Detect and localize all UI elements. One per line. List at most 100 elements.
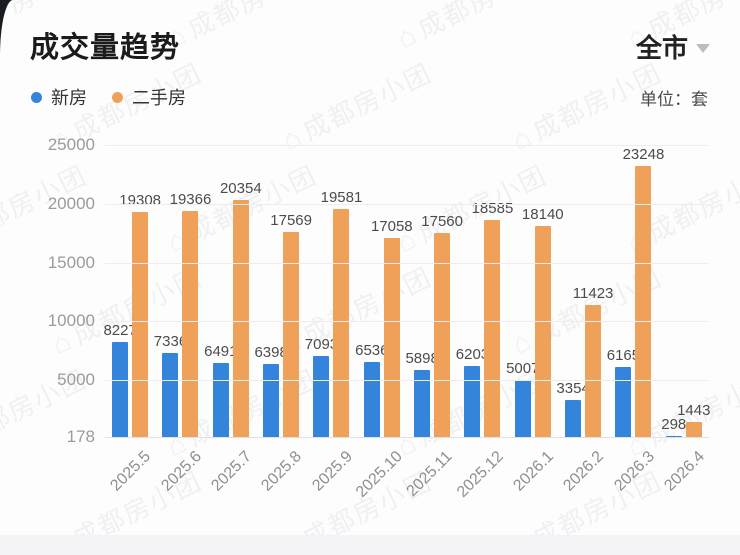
watermark-text: 成都房小团 bbox=[413, 0, 552, 44]
bar-value-label: 8227 bbox=[103, 322, 137, 340]
brand-watermark: ⌂成都房小团 bbox=[735, 257, 740, 362]
house-icon: ⌂ bbox=[391, 17, 423, 55]
bar-新房-2025.11[interactable]: 5898 bbox=[405, 350, 439, 437]
bar-新房-2025.8[interactable]: 6398 bbox=[254, 344, 288, 437]
bar-二手房-2025.12[interactable]: 18585 bbox=[472, 200, 513, 437]
legend-item-label: 二手房 bbox=[132, 88, 186, 108]
bar-二手房-2026.1[interactable]: 18140 bbox=[522, 206, 564, 437]
page-title: 成交量趋势 bbox=[30, 32, 181, 64]
bar-value-label: 17560 bbox=[421, 212, 463, 230]
brand-watermark: ⌂成都房小团 bbox=[735, 53, 740, 158]
bar-二手房-2025.9[interactable]: 19581 bbox=[321, 189, 362, 437]
x-axis-tick-label: 2026.2 bbox=[560, 448, 608, 495]
bar-value-label: 5007 bbox=[506, 360, 540, 378]
x-axis-line bbox=[105, 437, 709, 438]
bar-value-label: 17058 bbox=[370, 218, 413, 236]
bar-value-label: 6203 bbox=[455, 346, 490, 364]
bar-新房-2026.2[interactable]: 3354 bbox=[556, 380, 590, 437]
bar-新房-2025.10[interactable]: 6536 bbox=[355, 342, 388, 437]
bar-value-label: 11423 bbox=[572, 284, 614, 302]
chevron-down-icon bbox=[696, 44, 710, 53]
bar-value-label: 19581 bbox=[320, 188, 363, 206]
x-axis-tick-label: 2025.7 bbox=[208, 448, 255, 495]
y-axis-tick-label: 25000 bbox=[47, 135, 95, 154]
bar-group-2025.10: 6536 17058 2025.10 bbox=[353, 145, 413, 500]
bar-group-2026.3: 6165 23248 2026.3 bbox=[607, 145, 665, 495]
bar-value-label: 1443 bbox=[677, 402, 711, 420]
bar-二手房-2025.7[interactable]: 20354 bbox=[220, 180, 262, 437]
bar-新房-2026.1[interactable]: 5007 bbox=[506, 360, 539, 437]
bar-二手房-2026.2[interactable]: 11423 bbox=[573, 285, 613, 437]
bottom-strip bbox=[0, 535, 740, 555]
bar-新房-2026.4[interactable]: 298 bbox=[661, 416, 686, 437]
x-axis-tick-label: 2026.4 bbox=[661, 448, 708, 495]
screen-corner-artifact bbox=[0, 0, 13, 56]
bar-group-2025.11: 5898 17560 2025.11 bbox=[404, 145, 463, 501]
unit-label: 单位：套 bbox=[640, 90, 708, 109]
bar-value-label: 23248 bbox=[622, 145, 665, 163]
y-axis-tick-label: 15000 bbox=[47, 252, 95, 272]
bar-二手房-2026.3[interactable]: 23248 bbox=[623, 146, 664, 437]
y-axis-tick-label: 20000 bbox=[47, 193, 95, 213]
region-selector-dropdown[interactable]: 全市 bbox=[636, 28, 710, 65]
bar-value-label: 6491 bbox=[204, 342, 238, 360]
bar-value-label: 5898 bbox=[405, 349, 439, 367]
bar-二手房-2025.10[interactable]: 17058 bbox=[371, 218, 413, 437]
bar-groups: 8227 19308 2025.5 7336 19366 2025.6 6491 20354 2… bbox=[103, 145, 710, 501]
x-axis-tick-label: 2025.9 bbox=[308, 448, 356, 495]
bar-二手房-2025.8[interactable]: 17569 bbox=[270, 212, 312, 437]
legend-item-label: 新房 bbox=[51, 88, 87, 108]
bar-group-2025.5: 8227 19308 2025.5 bbox=[103, 145, 161, 495]
x-axis-tick-label: 2026.1 bbox=[510, 448, 557, 495]
bar-value-label: 6536 bbox=[355, 342, 389, 360]
x-axis-tick-label: 2026.3 bbox=[610, 448, 658, 495]
bar-value-label: 17569 bbox=[270, 212, 312, 230]
x-axis-tick-label: 2025.10 bbox=[352, 448, 406, 501]
bar-group-2025.9: 7093 19581 2025.9 bbox=[305, 145, 363, 495]
bar-新房-2025.12[interactable]: 6203 bbox=[456, 346, 489, 437]
bar-group-2025.12: 6203 18585 2025.12 bbox=[454, 145, 514, 500]
region-label: 全市 bbox=[635, 33, 688, 63]
legend-dot-icon bbox=[112, 91, 123, 103]
brand-watermark: ⌂成都房小团 bbox=[275, 53, 438, 158]
y-axis-tick-label: 5000 bbox=[57, 370, 95, 390]
legend-dot-icon bbox=[31, 91, 42, 103]
bar-group-2026.2: 3354 11423 2026.2 bbox=[556, 145, 613, 495]
gridline bbox=[105, 321, 709, 323]
y-axis-labels: 25000 20000 15000 10000 5000 178 bbox=[0, 136, 95, 446]
brand-watermark: ⌂成都房小团 bbox=[390, 0, 553, 56]
bar-group-2025.8: 6398 17569 2025.8 bbox=[254, 145, 312, 494]
legend-item-1[interactable]: 二手房 bbox=[112, 84, 186, 110]
bar-二手房-2025.5[interactable]: 19308 bbox=[119, 192, 161, 437]
bar-value-label: 7093 bbox=[304, 335, 339, 353]
bar-value-label: 6398 bbox=[254, 343, 288, 361]
bar-value-label: 6165 bbox=[606, 346, 641, 364]
gridline bbox=[105, 262, 709, 264]
bar-新房-2025.9[interactable]: 7093 bbox=[305, 336, 338, 437]
bar-group-2025.6: 7336 19366 2025.6 bbox=[154, 145, 212, 494]
watermark-text: 成都房小团 bbox=[183, 0, 322, 44]
bar-新房-2025.7[interactable]: 6491 bbox=[204, 343, 238, 437]
bar-value-label: 3354 bbox=[556, 379, 590, 397]
x-axis-tick-label: 2025.6 bbox=[157, 448, 205, 495]
bar-value-label: 18140 bbox=[521, 205, 564, 223]
bar-新房-2026.3[interactable]: 6165 bbox=[607, 347, 640, 437]
x-axis-tick-label: 2025.8 bbox=[258, 448, 306, 495]
bar-新房-2025.6[interactable]: 7336 bbox=[154, 333, 187, 437]
chart-legend: 新房 二手房 bbox=[31, 84, 186, 110]
bar-二手房-2025.11[interactable]: 17560 bbox=[421, 213, 463, 437]
brand-watermark: ⌂成都房小团 bbox=[160, 0, 323, 56]
x-axis-tick-label: 2025.11 bbox=[404, 448, 457, 501]
x-axis-tick-label: 2025.5 bbox=[107, 448, 155, 495]
bar-group-2026.4: 298 1443 2026.4 bbox=[659, 145, 710, 494]
y-axis-tick-label: 10000 bbox=[47, 311, 95, 331]
bar-二手房-2026.4[interactable]: 1443 bbox=[677, 402, 710, 437]
bar-二手房-2025.6[interactable]: 19366 bbox=[170, 191, 211, 437]
bar-value-label: 7336 bbox=[153, 332, 188, 350]
bar-value-label: 298 bbox=[661, 415, 687, 433]
gridline bbox=[105, 380, 709, 382]
bar-group-2026.1: 5007 18140 2026.1 bbox=[506, 145, 564, 495]
bar-新房-2025.5[interactable]: 8227 bbox=[103, 322, 137, 437]
legend-item-0[interactable]: 新房 bbox=[31, 84, 87, 110]
